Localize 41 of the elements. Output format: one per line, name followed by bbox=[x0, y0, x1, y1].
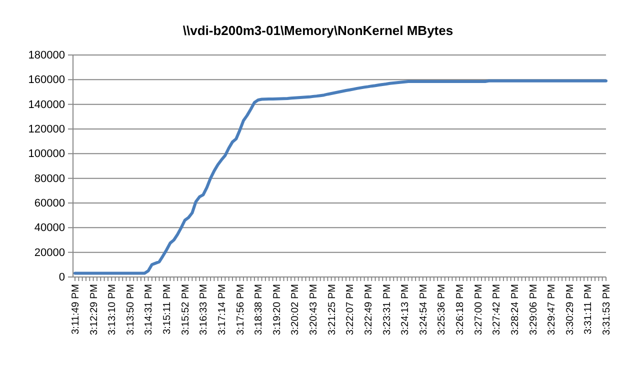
x-tick-label: 3:13:10 PM bbox=[107, 284, 118, 336]
x-tick-label: 3:31:11 PM bbox=[583, 284, 594, 334]
y-tick-label: 80000 bbox=[34, 172, 65, 185]
y-tick-label: 20000 bbox=[34, 246, 65, 259]
x-tick-label: 3:11:49 PM bbox=[70, 284, 82, 334]
x-tick-label: 3:17:14 PM bbox=[216, 284, 228, 336]
x-tick-label: 3:14:31 PM bbox=[144, 284, 155, 336]
x-tick-label: 3:27:00 PM bbox=[473, 284, 484, 336]
x-tick-label: 3:27:42 PM bbox=[492, 284, 503, 336]
y-tick-label: 100000 bbox=[28, 148, 65, 160]
y-tick-label: 160000 bbox=[28, 74, 65, 86]
x-tick-label: 3:22:49 PM bbox=[363, 284, 374, 336]
x-tick-label: 3:15:52 PM bbox=[180, 284, 192, 336]
x-tick-label: 3:18:38 PM bbox=[254, 284, 265, 336]
x-tick-label: 3:29:06 PM bbox=[528, 284, 540, 336]
y-tick-label: 0 bbox=[58, 272, 65, 284]
y-tick-label: 60000 bbox=[34, 198, 65, 210]
x-tick-label: 3:19:20 PM bbox=[272, 284, 283, 336]
x-tick-label: 3:20:43 PM bbox=[308, 284, 320, 336]
x-tick-label: 3:22:07 PM bbox=[345, 284, 356, 336]
y-tick-label: 40000 bbox=[34, 222, 65, 234]
x-tick-label: 3:17:56 PM bbox=[235, 284, 246, 336]
x-tick-label: 3:30:29 PM bbox=[564, 284, 576, 336]
x-tick-label: 3:26:18 PM bbox=[455, 284, 466, 336]
x-tick-label: 3:24:54 PM bbox=[418, 284, 430, 336]
x-tick-label: 3:15:11 PM bbox=[162, 284, 174, 334]
y-tick-label: 180000 bbox=[28, 50, 65, 62]
x-tick-label: 3:13:50 PM bbox=[125, 284, 136, 336]
x-tick-label: 3:29:47 PM bbox=[546, 284, 558, 336]
x-tick-label: 3:12:29 PM bbox=[88, 284, 100, 336]
x-tick-label: 3:25:36 PM bbox=[436, 284, 448, 336]
x-tick-label: 3:24:13 PM bbox=[400, 284, 412, 336]
x-tick-label: 3:16:33 PM bbox=[198, 284, 210, 336]
x-tick-label: 3:21:25 PM bbox=[326, 284, 338, 336]
x-tick-label: 3:20:02 PM bbox=[290, 284, 302, 336]
x-tick-label: 3:28:24 PM bbox=[510, 284, 521, 336]
chart-title: \\vdi-b200m3-01\Memory\NonKernel MBytes bbox=[182, 23, 454, 38]
x-tick-label: 3:31:53 PM bbox=[602, 284, 612, 336]
y-tick-label: 120000 bbox=[28, 124, 65, 136]
x-tick-label: 3:23:31 PM bbox=[382, 284, 393, 336]
y-tick-label: 140000 bbox=[28, 98, 65, 111]
